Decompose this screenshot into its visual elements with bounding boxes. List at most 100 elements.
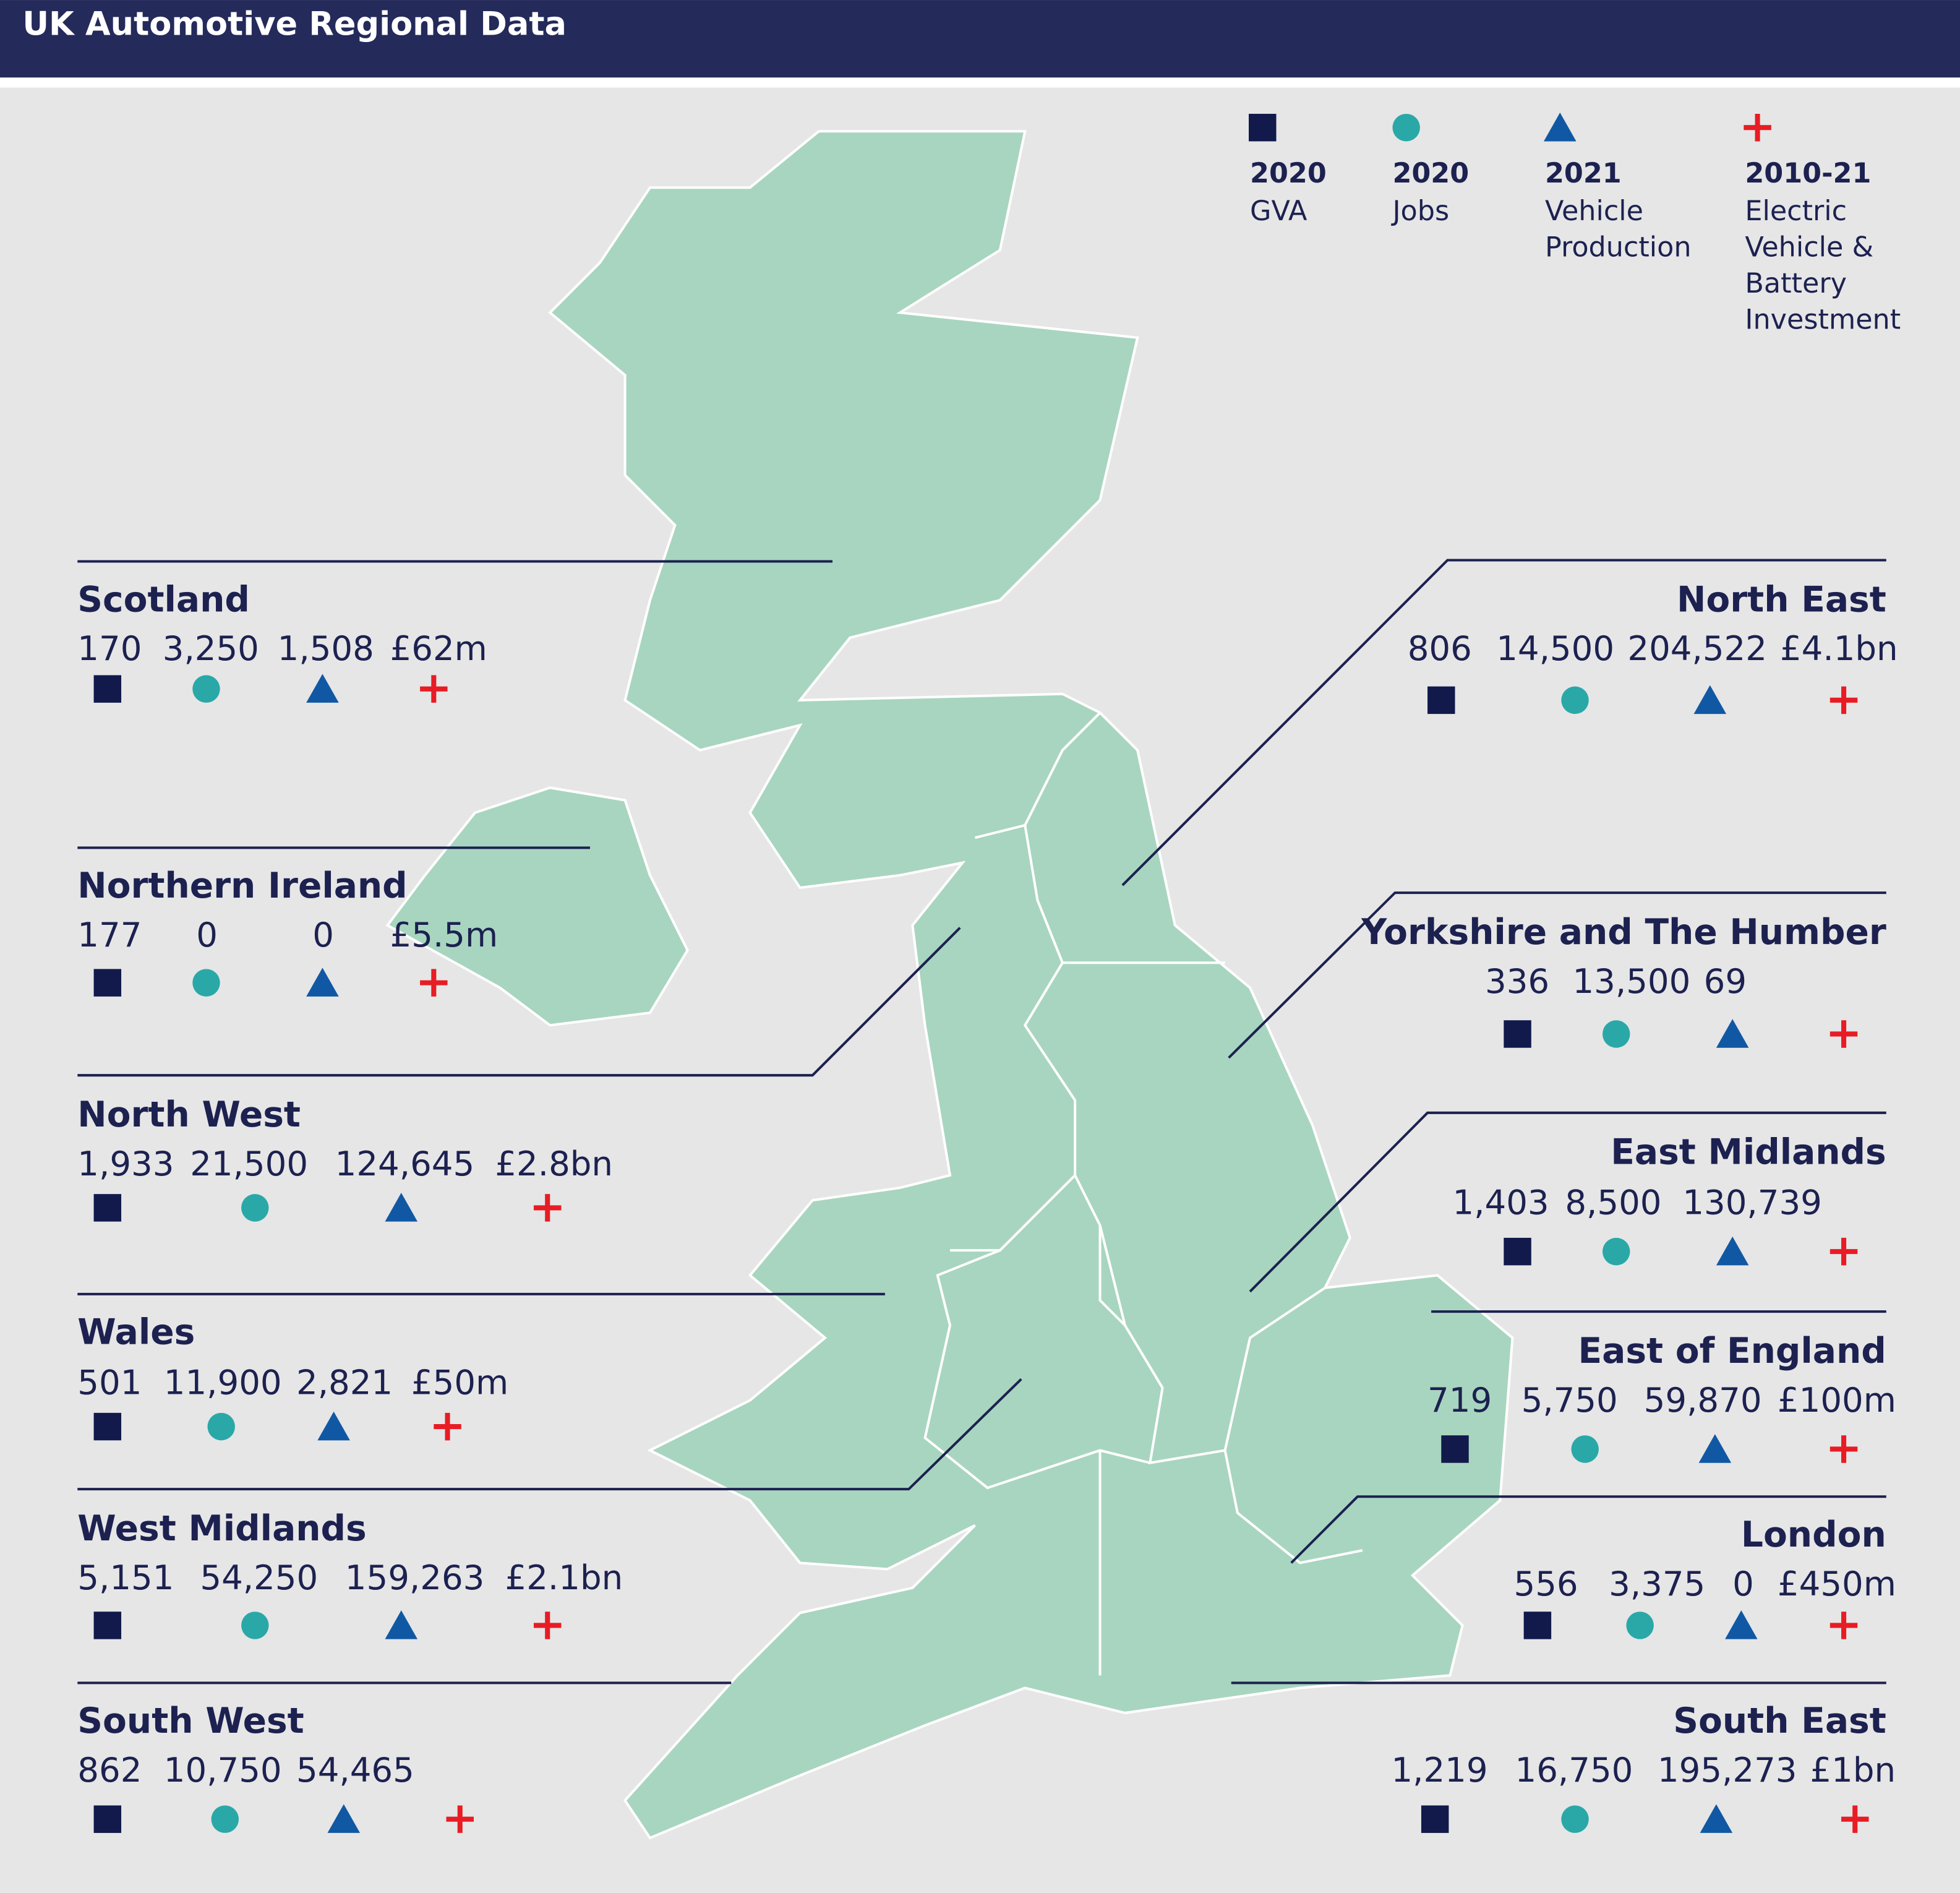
gva-icon bbox=[93, 1194, 122, 1222]
investment-icon bbox=[446, 1805, 474, 1833]
jobs-icon bbox=[1561, 1805, 1589, 1833]
region: London 556 3,375 0 £450m bbox=[1290, 1495, 1896, 1639]
gva-icon bbox=[93, 675, 122, 703]
region-value: 204,522 bbox=[1627, 629, 1767, 668]
region-name: West Midlands bbox=[77, 1508, 366, 1549]
region-value: 501 bbox=[77, 1363, 142, 1402]
region: Scotland 170 3,250 1,508 £62m bbox=[77, 560, 833, 703]
production-icon bbox=[1716, 1236, 1749, 1266]
regions: Scotland 170 3,250 1,508 £62m Northern Irelan… bbox=[77, 559, 1898, 1833]
region-value: 2,821 bbox=[296, 1363, 393, 1402]
gva-icon bbox=[93, 969, 122, 997]
investment-icon bbox=[1744, 113, 1771, 142]
production-icon bbox=[306, 968, 339, 997]
region-name: Wales bbox=[77, 1312, 195, 1353]
legend-label: GVA bbox=[1250, 195, 1307, 227]
region-value: £50m bbox=[411, 1363, 508, 1402]
leader-line bbox=[1121, 559, 1886, 886]
region-value: 16,750 bbox=[1515, 1750, 1633, 1790]
leader-line bbox=[77, 927, 961, 1077]
region: North East 806 14,500 204,522 £4.1bn bbox=[1121, 559, 1898, 886]
gva-icon bbox=[1523, 1612, 1552, 1639]
region-value: 5,750 bbox=[1521, 1380, 1618, 1420]
investment-icon bbox=[1829, 1237, 1858, 1266]
production-icon bbox=[306, 674, 339, 703]
region: South West 862 10,750 54,465 bbox=[77, 1681, 732, 1833]
legend-label: Battery bbox=[1745, 268, 1847, 299]
legend-year: 2010-21 bbox=[1745, 158, 1871, 189]
region-value: £450m bbox=[1778, 1564, 1896, 1603]
region: Wales 501 11,900 2,821 £50m bbox=[77, 1292, 885, 1441]
region-name: East Midlands bbox=[1611, 1132, 1886, 1173]
region-value: 54,465 bbox=[296, 1750, 414, 1790]
region-name: Yorkshire and The Humber bbox=[1361, 912, 1886, 953]
region-value: 195,273 bbox=[1658, 1750, 1797, 1790]
region-value: 8,500 bbox=[1565, 1183, 1661, 1222]
production-icon bbox=[1700, 1804, 1733, 1833]
region-value: 806 bbox=[1408, 629, 1472, 668]
region: South East 1,219 16,750 195,273 £1bn bbox=[1231, 1681, 1896, 1833]
region-value: £2.1bn bbox=[505, 1558, 623, 1597]
jobs-icon bbox=[241, 1194, 269, 1222]
production-icon bbox=[1725, 1610, 1758, 1639]
legend-label: Electric bbox=[1745, 195, 1847, 227]
region-value: £4.1bn bbox=[1780, 629, 1898, 668]
great-britain bbox=[548, 130, 1514, 1840]
region-name: Northern Ireland bbox=[77, 865, 407, 906]
production-icon bbox=[385, 1610, 418, 1639]
investment-icon bbox=[533, 1612, 562, 1639]
production-icon bbox=[385, 1193, 418, 1222]
production-icon bbox=[1716, 1019, 1749, 1048]
jobs-icon bbox=[241, 1612, 269, 1639]
header-rule bbox=[0, 77, 1960, 88]
leader-line bbox=[77, 1378, 1022, 1491]
region: Northern Ireland 177 0 0 £5.5m bbox=[77, 846, 590, 997]
region-value: 21,500 bbox=[190, 1144, 308, 1183]
region-value: 11,900 bbox=[164, 1363, 282, 1402]
region: East of England 719 5,750 59,870 £100m bbox=[1427, 1310, 1896, 1463]
investment-icon bbox=[420, 675, 448, 703]
leader-line bbox=[1249, 1111, 1886, 1293]
legend-label: Jobs bbox=[1390, 195, 1449, 227]
region-value: 1,508 bbox=[278, 629, 374, 668]
legend-year: 2021 bbox=[1545, 158, 1622, 189]
region-value: 1,403 bbox=[1452, 1183, 1549, 1222]
region-value: 10,750 bbox=[164, 1750, 282, 1790]
region-name: South East bbox=[1673, 1701, 1886, 1741]
gva-icon bbox=[1504, 1237, 1531, 1266]
region-value: 0 bbox=[312, 915, 334, 955]
jobs-icon bbox=[1571, 1435, 1599, 1463]
investment-icon bbox=[1829, 1020, 1858, 1048]
region-name: North East bbox=[1677, 579, 1886, 620]
production-icon bbox=[317, 1411, 350, 1441]
region-name: North West bbox=[77, 1094, 301, 1135]
production-icon bbox=[1543, 112, 1577, 142]
region-value: 3,375 bbox=[1609, 1564, 1705, 1603]
region: West Midlands 5,151 54,250 159,263 £2.1bn bbox=[77, 1378, 1022, 1639]
production-icon bbox=[1693, 685, 1727, 715]
legend-year: 2020 bbox=[1250, 158, 1327, 189]
gva-icon bbox=[93, 1805, 122, 1833]
region-value: 1,933 bbox=[77, 1144, 174, 1183]
region-value: 54,250 bbox=[200, 1558, 318, 1597]
region-value: £100m bbox=[1778, 1380, 1896, 1420]
region-borders bbox=[923, 711, 1363, 1676]
investment-icon bbox=[1841, 1805, 1869, 1833]
region: North West 1,933 21,500 124,645 £2.8bn bbox=[77, 927, 961, 1222]
production-icon bbox=[1698, 1434, 1732, 1463]
region-value: 130,739 bbox=[1682, 1183, 1822, 1222]
region: Yorkshire and The Humber 336 13,500 69 bbox=[1228, 891, 1886, 1059]
legend: 2020 GVA 2020 Jobs 2021 Vehicle Production 2010… bbox=[1249, 112, 1901, 336]
gva-icon bbox=[93, 1412, 122, 1441]
investment-icon bbox=[1829, 1612, 1858, 1639]
region-value: 1,219 bbox=[1391, 1750, 1487, 1790]
region-value: 170 bbox=[77, 629, 142, 668]
region-value: 177 bbox=[77, 915, 142, 955]
region: East Midlands 1,403 8,500 130,739 bbox=[1249, 1111, 1886, 1293]
region-value: 159,263 bbox=[345, 1558, 485, 1597]
jobs-icon bbox=[207, 1412, 235, 1441]
region-value: 336 bbox=[1485, 961, 1549, 1001]
production-icon bbox=[327, 1804, 361, 1833]
jobs-icon bbox=[192, 675, 220, 703]
region-value: 0 bbox=[196, 915, 218, 955]
